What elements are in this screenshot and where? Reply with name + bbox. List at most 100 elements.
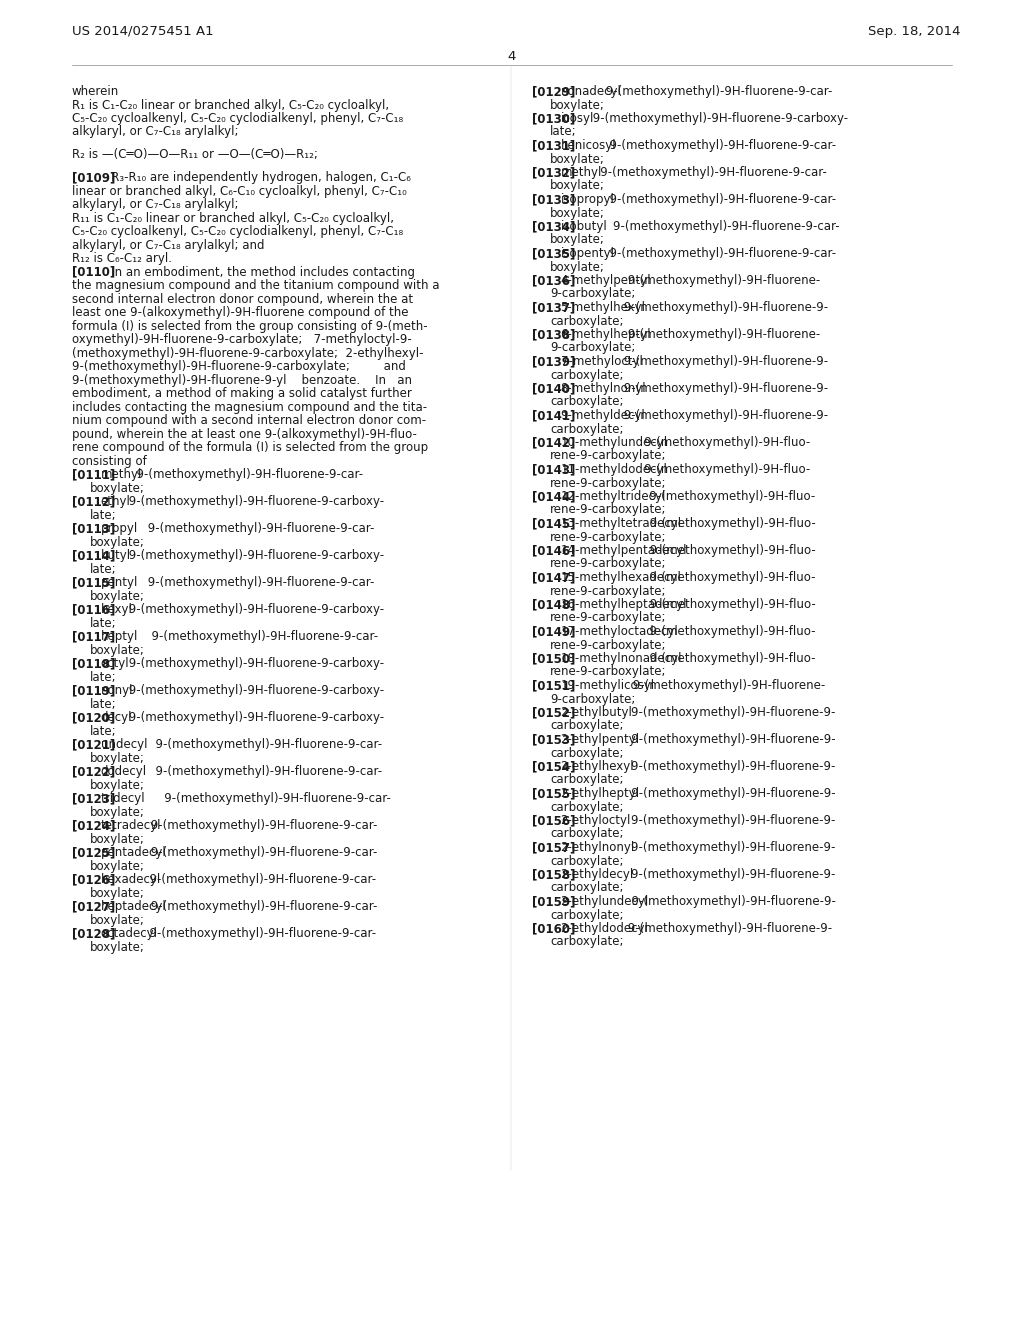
Text: [0154]: [0154] — [532, 760, 575, 774]
Text: hexadecyl: hexadecyl — [100, 874, 161, 887]
Text: dodecyl: dodecyl — [100, 766, 146, 779]
Text: 9-(methoxymethyl)-9H-fluorene-9-car-: 9-(methoxymethyl)-9H-fluorene-9-car- — [129, 577, 375, 590]
Text: [0119]: [0119] — [72, 684, 116, 697]
Text: [0109]: [0109] — [72, 172, 116, 185]
Text: 9-(methoxymethyl)-9H-fluorene-9-car-: 9-(methoxymethyl)-9H-fluorene-9-car- — [602, 247, 837, 260]
Text: consisting of: consisting of — [72, 455, 146, 467]
Text: [0143]: [0143] — [532, 463, 575, 477]
Text: 9-(methoxymethyl)-9H-fluo-: 9-(methoxymethyl)-9H-fluo- — [646, 598, 816, 611]
Text: R₃-R₁₀ are independently hydrogen, halogen, C₁-C₆: R₃-R₁₀ are independently hydrogen, halog… — [100, 172, 411, 185]
Text: rene-9-carboxylate;: rene-9-carboxylate; — [550, 477, 667, 490]
Text: [0129]: [0129] — [532, 84, 575, 98]
Text: 9-carboxylate;: 9-carboxylate; — [550, 342, 635, 355]
Text: [0120]: [0120] — [72, 711, 116, 725]
Text: late;: late; — [90, 698, 117, 711]
Text: 9-(methoxymethyl)-9H-fluorene-9-yl    benzoate.    In   an: 9-(methoxymethyl)-9H-fluorene-9-yl benzo… — [72, 374, 412, 387]
Text: [0140]: [0140] — [532, 381, 575, 395]
Text: oxymethyl)-9H-fluorene-9-carboxylate;   7-methyloctyl-9-: oxymethyl)-9H-fluorene-9-carboxylate; 7-… — [72, 334, 412, 346]
Text: 12-methyltridecyl: 12-methyltridecyl — [560, 490, 666, 503]
Text: 9-(methoxymethyl)-9H-fluorene-9-carboxy-: 9-(methoxymethyl)-9H-fluorene-9-carboxy- — [125, 657, 384, 671]
Text: carboxylate;: carboxylate; — [550, 747, 624, 759]
Text: boxylate;: boxylate; — [90, 833, 144, 846]
Text: 9-(methoxymethyl)-9H-fluorene-9-car-: 9-(methoxymethyl)-9H-fluorene-9-car- — [146, 846, 377, 859]
Text: 9-(methoxymethyl)-9H-fluorene-9-car-: 9-(methoxymethyl)-9H-fluorene-9-car- — [602, 193, 837, 206]
Text: [0121]: [0121] — [72, 738, 116, 751]
Text: 9-(methoxymethyl)-9H-fluorene-9-carboxy-: 9-(methoxymethyl)-9H-fluorene-9-carboxy- — [125, 603, 384, 616]
Text: 2-ethyloctyl: 2-ethyloctyl — [560, 814, 631, 828]
Text: US 2014/0275451 A1: US 2014/0275451 A1 — [72, 25, 214, 38]
Text: 17-methyloctadecyl: 17-methyloctadecyl — [560, 624, 678, 638]
Text: [0156]: [0156] — [532, 814, 575, 828]
Text: 9-methyldecyl: 9-methyldecyl — [560, 409, 645, 422]
Text: pound, wherein the at least one 9-(alkoxymethyl)-9H-fluo-: pound, wherein the at least one 9-(alkox… — [72, 428, 417, 441]
Text: rene-9-carboxylate;: rene-9-carboxylate; — [550, 450, 667, 462]
Text: 9-(methoxymethyl)-9H-fluorene-9-car-: 9-(methoxymethyl)-9H-fluorene-9-car- — [589, 166, 827, 180]
Text: [0149]: [0149] — [532, 624, 575, 638]
Text: tridecyl: tridecyl — [100, 792, 145, 805]
Text: rene-9-carboxylate;: rene-9-carboxylate; — [550, 639, 667, 652]
Text: 9-(methoxymethyl)-9H-fluorene-9-car-: 9-(methoxymethyl)-9H-fluorene-9-car- — [129, 523, 375, 536]
Text: 9-(methoxymethyl)-9H-fluorene-: 9-(methoxymethyl)-9H-fluorene- — [625, 327, 820, 341]
Text: [0112]: [0112] — [72, 495, 116, 508]
Text: 9-(methoxymethyl)-9H-fluo-: 9-(methoxymethyl)-9H-fluo- — [646, 544, 816, 557]
Text: 2-ethylundecyl: 2-ethylundecyl — [560, 895, 649, 908]
Text: includes contacting the magnesium compound and the tita-: includes contacting the magnesium compou… — [72, 401, 427, 414]
Text: rene compound of the formula (I) is selected from the group: rene compound of the formula (I) is sele… — [72, 441, 428, 454]
Text: R₁ is C₁-C₂₀ linear or branched alkyl, C₅-C₂₀ cycloalkyl,: R₁ is C₁-C₂₀ linear or branched alkyl, C… — [72, 99, 389, 111]
Text: 9-(methoxymethyl)-9H-fluorene-9-: 9-(methoxymethyl)-9H-fluorene-9- — [620, 355, 828, 368]
Text: 9-(methoxymethyl)-9H-fluorene-9-carboxy-: 9-(methoxymethyl)-9H-fluorene-9-carboxy- — [589, 112, 848, 125]
Text: [0157]: [0157] — [532, 841, 575, 854]
Text: 9-(methoxymethyl)-9H-fluo-: 9-(methoxymethyl)-9H-fluo- — [638, 490, 815, 503]
Text: 9-(methoxymethyl)-9H-fluorene-9-car-: 9-(methoxymethyl)-9H-fluorene-9-car- — [142, 928, 377, 940]
Text: [0116]: [0116] — [72, 603, 116, 616]
Text: decyl: decyl — [100, 711, 132, 725]
Text: 9-(methoxymethyl)-9H-fluorene-9-: 9-(methoxymethyl)-9H-fluorene-9- — [620, 787, 836, 800]
Text: 9-(methoxymethyl)-9H-fluorene-9-carboxy-: 9-(methoxymethyl)-9H-fluorene-9-carboxy- — [125, 684, 384, 697]
Text: carboxylate;: carboxylate; — [550, 800, 624, 813]
Text: 9-(methoxymethyl)-9H-fluorene-9-: 9-(methoxymethyl)-9H-fluorene-9- — [620, 409, 828, 422]
Text: octyl: octyl — [100, 657, 129, 671]
Text: [0151]: [0151] — [532, 678, 575, 692]
Text: [0152]: [0152] — [532, 706, 575, 719]
Text: rene-9-carboxylate;: rene-9-carboxylate; — [550, 503, 667, 516]
Text: 9-(methoxymethyl)-9H-fluorene-9-: 9-(methoxymethyl)-9H-fluorene-9- — [615, 706, 835, 719]
Text: nonyl: nonyl — [100, 684, 133, 697]
Text: [0122]: [0122] — [72, 766, 116, 779]
Text: [0136]: [0136] — [532, 275, 575, 286]
Text: [0125]: [0125] — [72, 846, 116, 859]
Text: heptadecyl: heptadecyl — [100, 900, 166, 913]
Text: alkylaryl, or C₇-C₁₈ arylalkyl;: alkylaryl, or C₇-C₁₈ arylalkyl; — [72, 198, 239, 211]
Text: (methoxymethyl)-9H-fluorene-9-carboxylate;  2-ethylhexyl-: (methoxymethyl)-9H-fluorene-9-carboxylat… — [72, 347, 424, 360]
Text: least one 9-(alkoxymethyl)-9H-fluorene compound of the: least one 9-(alkoxymethyl)-9H-fluorene c… — [72, 306, 409, 319]
Text: carboxylate;: carboxylate; — [550, 368, 624, 381]
Text: 9-(methoxymethyl)-9H-fluorene-9-carboxy-: 9-(methoxymethyl)-9H-fluorene-9-carboxy- — [125, 495, 384, 508]
Text: 9-(methoxymethyl)-9H-fluorene-9-: 9-(methoxymethyl)-9H-fluorene-9- — [620, 301, 828, 314]
Text: carboxylate;: carboxylate; — [550, 422, 624, 436]
Text: isopentyl: isopentyl — [560, 247, 614, 260]
Text: carboxylate;: carboxylate; — [550, 854, 624, 867]
Text: 9-(methoxymethyl)-9H-fluorene-9-: 9-(methoxymethyl)-9H-fluorene-9- — [615, 869, 835, 880]
Text: [0113]: [0113] — [72, 523, 116, 536]
Text: boxylate;: boxylate; — [90, 590, 144, 603]
Text: carboxylate;: carboxylate; — [550, 719, 624, 733]
Text: late;: late; — [90, 725, 117, 738]
Text: late;: late; — [90, 671, 117, 684]
Text: 9-(methoxymethyl)-9H-fluorene-9-car-: 9-(methoxymethyl)-9H-fluorene-9-car- — [129, 469, 364, 482]
Text: boxylate;: boxylate; — [550, 206, 605, 219]
Text: 4: 4 — [508, 50, 516, 63]
Text: 9-(methoxymethyl)-9H-fluorene-9-car-: 9-(methoxymethyl)-9H-fluorene-9-car- — [146, 820, 377, 833]
Text: second internal electron donor compound, wherein the at: second internal electron donor compound,… — [72, 293, 413, 306]
Text: 9-(methoxymethyl)-9H-fluorene-9-car-: 9-(methoxymethyl)-9H-fluorene-9-car- — [129, 631, 378, 643]
Text: boxylate;: boxylate; — [90, 859, 144, 873]
Text: 11-methyldodecyl: 11-methyldodecyl — [560, 463, 668, 477]
Text: [0114]: [0114] — [72, 549, 116, 562]
Text: R₁₂ is C₆-C₁₂ aryl.: R₁₂ is C₆-C₁₂ aryl. — [72, 252, 172, 265]
Text: pentadecyl: pentadecyl — [100, 846, 166, 859]
Text: [0138]: [0138] — [532, 327, 575, 341]
Text: the magnesium compound and the titanium compound with a: the magnesium compound and the titanium … — [72, 280, 439, 293]
Text: nonadecyl: nonadecyl — [560, 84, 622, 98]
Text: 2-ethyldodecyl: 2-ethyldodecyl — [560, 921, 648, 935]
Text: boxylate;: boxylate; — [550, 180, 605, 193]
Text: rene-9-carboxylate;: rene-9-carboxylate; — [550, 557, 667, 570]
Text: embodiment, a method of making a solid catalyst further: embodiment, a method of making a solid c… — [72, 387, 412, 400]
